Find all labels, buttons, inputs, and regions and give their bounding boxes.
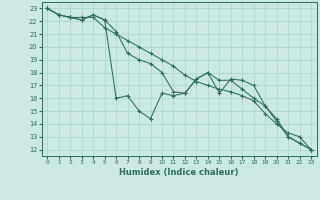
X-axis label: Humidex (Indice chaleur): Humidex (Indice chaleur)	[119, 168, 239, 177]
